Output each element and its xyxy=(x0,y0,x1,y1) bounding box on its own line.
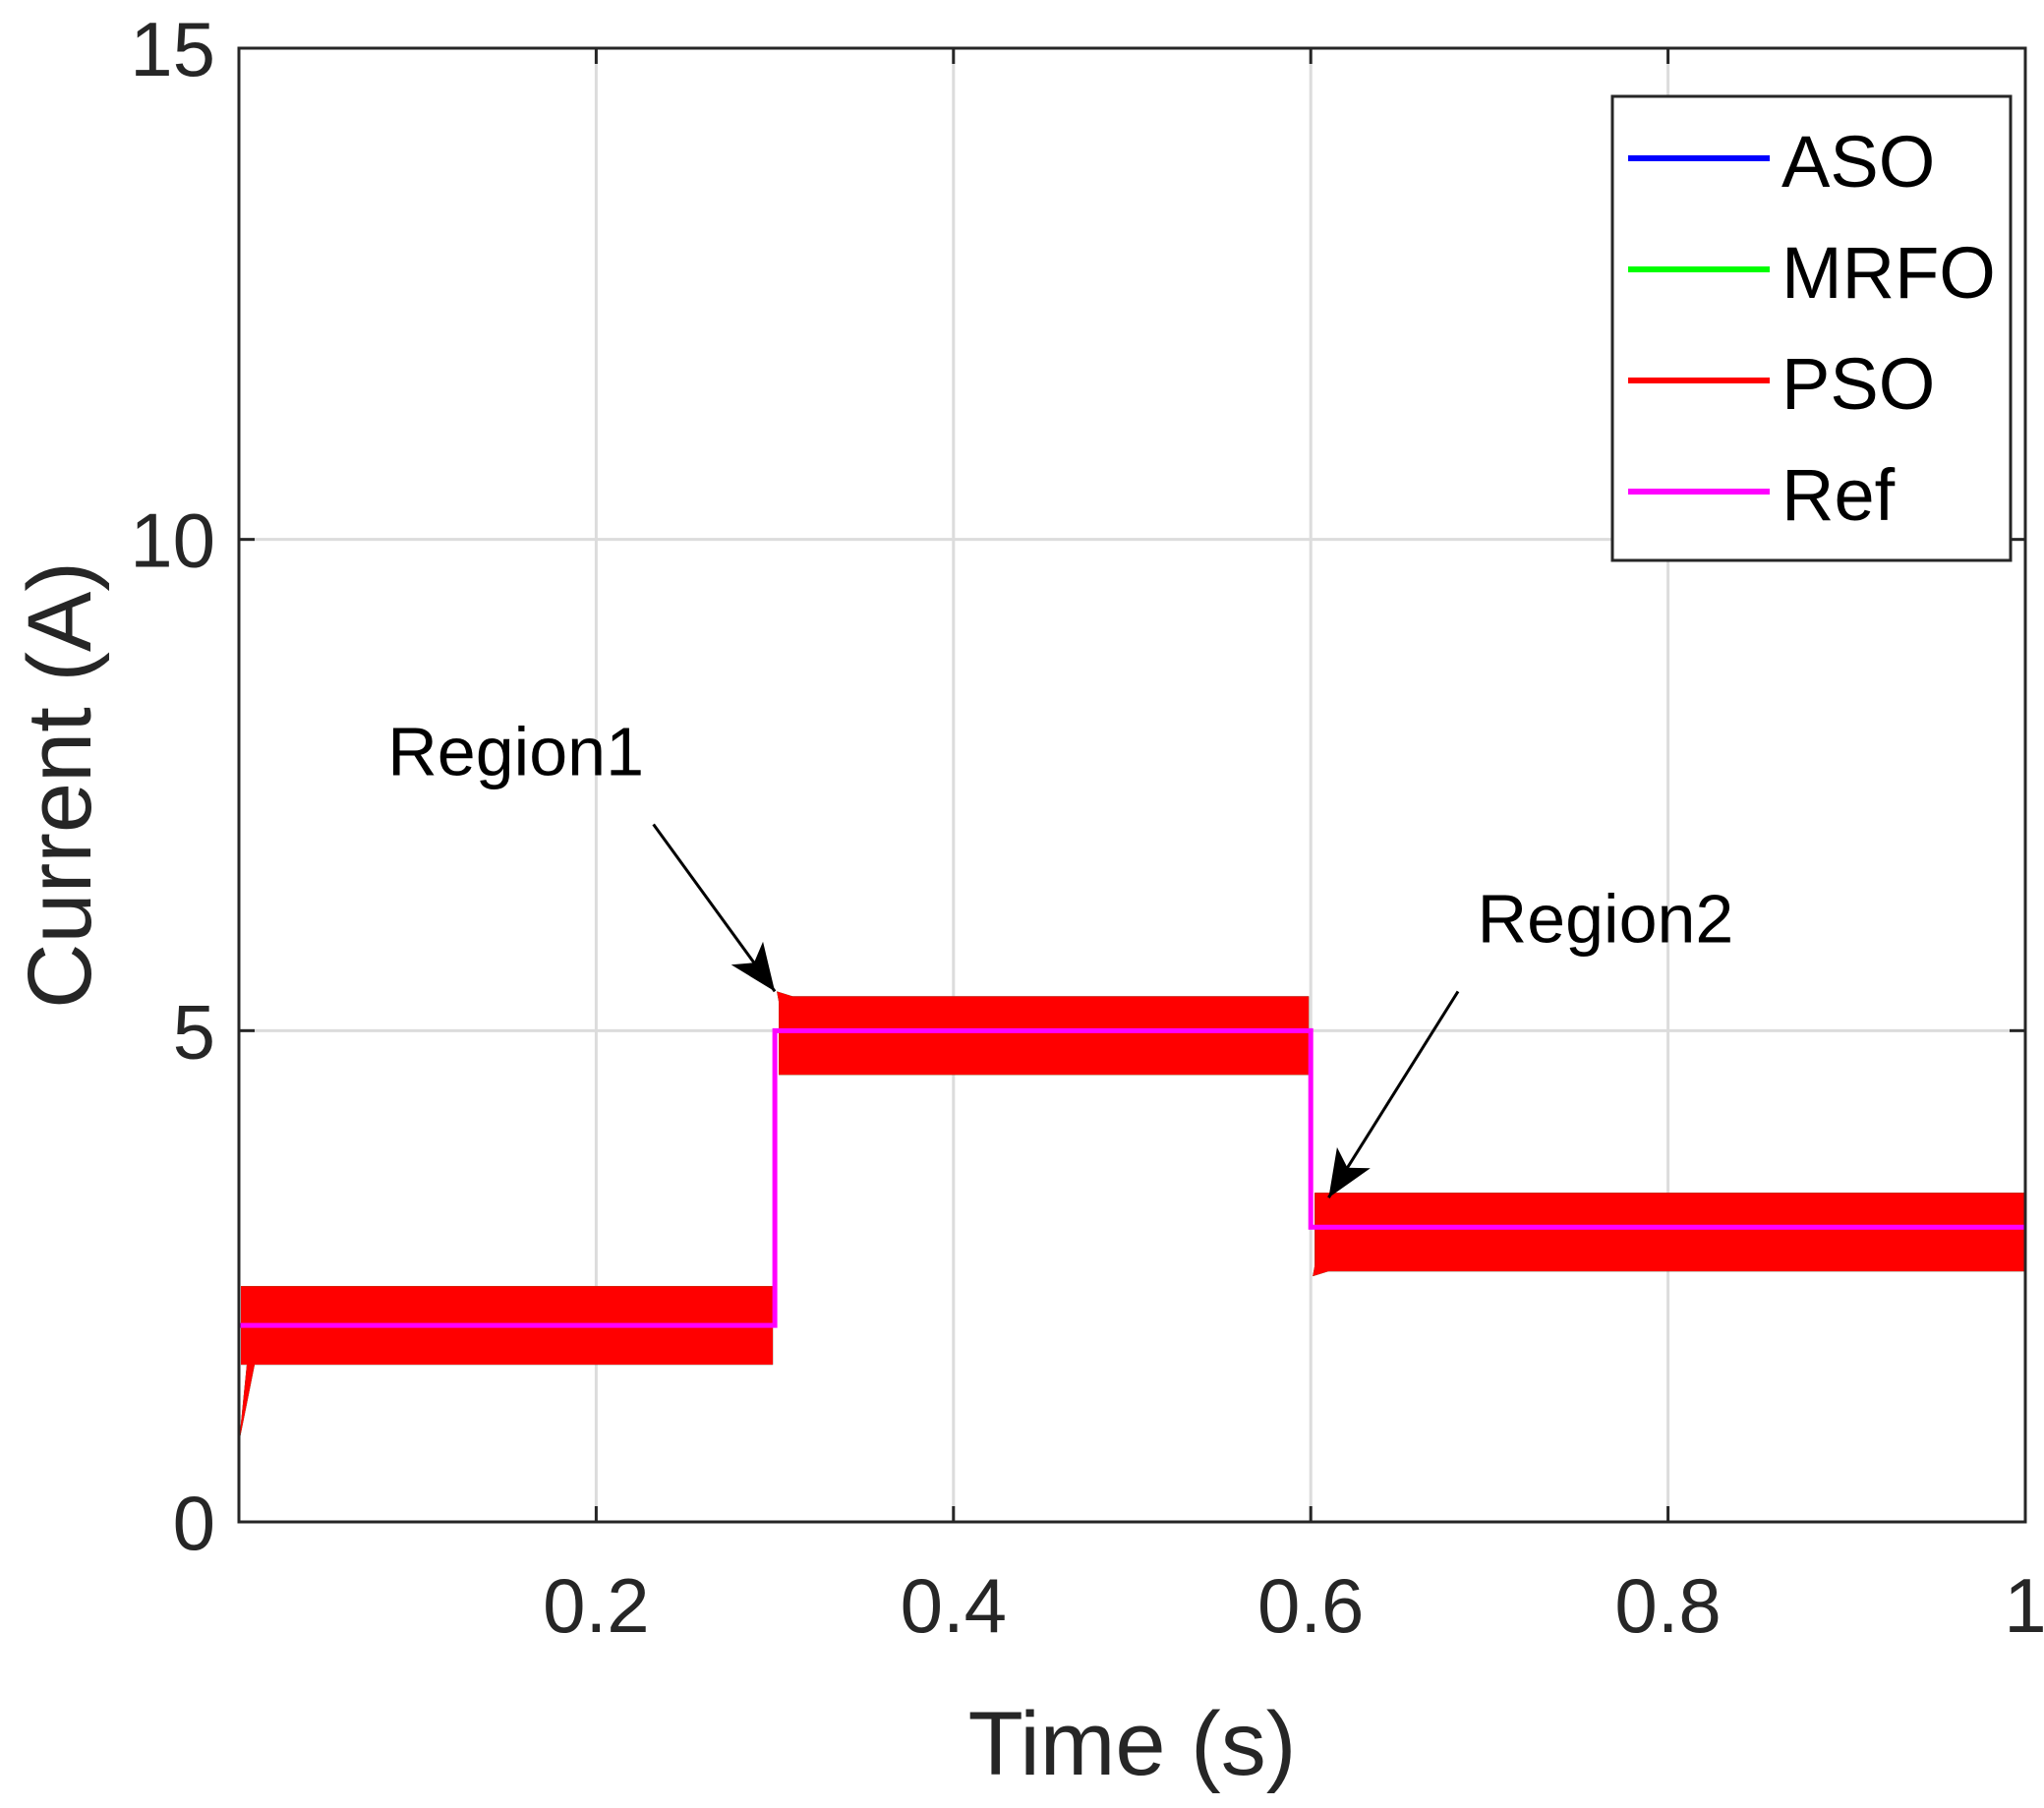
x-tick-label: 0.4 xyxy=(901,1562,1007,1649)
y-tick-label: 5 xyxy=(173,988,215,1075)
x-tick-label: 0.2 xyxy=(543,1562,649,1649)
y-axis-label: Current (A) xyxy=(10,561,110,1009)
legend-label-aso: ASO xyxy=(1781,121,1935,203)
axes-box xyxy=(237,46,2027,1524)
transient-spike xyxy=(1313,1193,1329,1277)
x-tick-label: 0.6 xyxy=(1257,1562,1364,1649)
annotation-label-2: Region2 xyxy=(1478,880,1734,957)
legend: ASO MRFO PSO Ref xyxy=(1610,94,2013,562)
x-tick-label: 1 xyxy=(2004,1562,2044,1649)
y-tick-label: 15 xyxy=(130,6,215,92)
y-tick-label: 0 xyxy=(173,1480,215,1566)
transient-spike xyxy=(239,1286,255,1444)
ripple-band xyxy=(779,996,1310,1076)
legend-box xyxy=(1610,94,2013,562)
y-tick-label: 10 xyxy=(130,497,215,584)
legend-label-pso: PSO xyxy=(1781,343,1935,425)
annotations: Region1 Region2 xyxy=(387,714,1734,1199)
annotation-arrow-2 xyxy=(1327,990,1460,1199)
annotation-label-1: Region1 xyxy=(387,714,644,790)
legend-label-ref: Ref xyxy=(1781,454,1896,536)
x-axis-label: Time (s) xyxy=(968,1694,1297,1794)
ripple-band xyxy=(1314,1193,2025,1272)
annotation-arrow-1 xyxy=(652,823,777,993)
legend-label-mrfo: MRFO xyxy=(1781,232,1996,314)
x-tick-label: 0.8 xyxy=(1614,1562,1721,1649)
series-ref-line xyxy=(239,1027,2025,1328)
plot-data xyxy=(239,991,2025,1444)
